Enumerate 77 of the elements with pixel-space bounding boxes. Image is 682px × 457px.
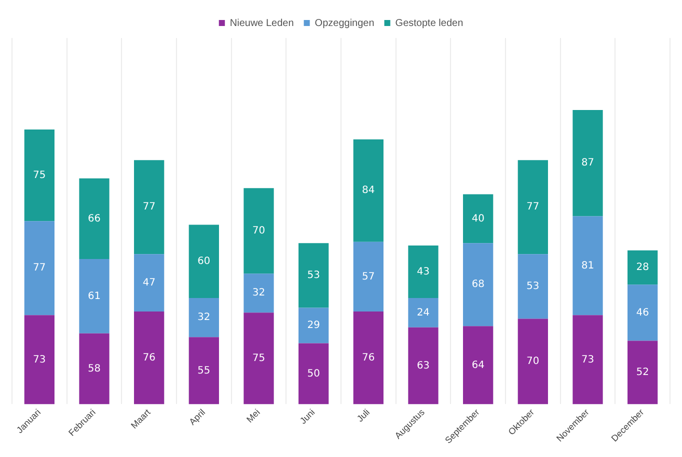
data-label: 75 — [33, 170, 46, 181]
bar — [79, 178, 110, 259]
legend-label: Gestopte leden — [395, 18, 464, 29]
bar — [79, 258, 110, 334]
bar — [24, 130, 54, 222]
bar — [463, 326, 494, 404]
bar — [134, 311, 164, 404]
data-label: 60 — [198, 256, 210, 267]
bar — [408, 246, 438, 298]
bar — [353, 139, 384, 242]
bar — [463, 243, 494, 326]
bar — [628, 250, 658, 285]
bar — [572, 315, 603, 404]
data-label: 77 — [33, 262, 46, 274]
data-label: 24 — [416, 307, 430, 318]
bar — [134, 254, 164, 312]
data-label: 68 — [472, 279, 484, 290]
bar — [188, 224, 219, 298]
data-label: 57 — [362, 271, 375, 282]
data-label: 32 — [252, 288, 266, 299]
data-label: 81 — [581, 260, 594, 272]
bar — [518, 318, 548, 404]
bar — [518, 160, 548, 254]
data-label: 50 — [307, 368, 320, 380]
data-label: 43 — [416, 266, 430, 278]
data-label: 53 — [526, 281, 540, 292]
bar — [134, 160, 164, 254]
bar — [572, 216, 603, 316]
bar — [188, 298, 219, 338]
data-label: 53 — [307, 270, 320, 282]
data-label: 63 — [416, 360, 430, 372]
bar — [298, 308, 329, 344]
data-label: 64 — [472, 360, 484, 371]
data-label: 29 — [307, 320, 320, 332]
data-label: 55 — [198, 365, 210, 376]
data-label: 58 — [88, 363, 101, 374]
x-tick-label: Mei — [244, 407, 262, 424]
bar — [244, 274, 274, 313]
data-label: 76 — [142, 352, 156, 364]
data-label: 77 — [526, 202, 540, 213]
bar — [628, 340, 658, 404]
bar — [298, 343, 329, 404]
data-label: 76 — [362, 352, 375, 364]
bar — [408, 298, 438, 328]
data-label: 52 — [636, 367, 649, 378]
bar — [188, 337, 219, 404]
bar — [244, 312, 274, 404]
data-label: 47 — [142, 277, 156, 288]
data-label: 46 — [636, 307, 649, 318]
data-label: 73 — [33, 354, 46, 366]
bar — [518, 254, 548, 319]
legend-label: Nieuwe Leden — [230, 18, 294, 29]
bar — [79, 333, 110, 404]
data-label: 70 — [526, 356, 540, 368]
legend-label: Opzeggingen — [314, 18, 374, 29]
bar — [628, 284, 658, 341]
x-tick-label: Juli — [354, 407, 372, 424]
bar — [244, 188, 274, 274]
bar — [24, 221, 54, 316]
data-label: 61 — [88, 290, 101, 302]
bar — [463, 194, 494, 244]
bar — [353, 311, 384, 404]
bar — [24, 315, 54, 404]
data-label: 77 — [142, 202, 156, 213]
data-label: 84 — [362, 185, 375, 196]
data-label: 40 — [472, 213, 484, 224]
data-label: 70 — [252, 225, 266, 236]
bar — [408, 327, 438, 404]
data-label: 87 — [581, 158, 594, 169]
data-label: 73 — [581, 354, 594, 366]
data-label: 28 — [636, 262, 649, 274]
data-label: 32 — [198, 312, 210, 324]
bar — [353, 242, 384, 312]
bar — [572, 110, 603, 216]
data-label: 66 — [88, 213, 101, 224]
bar — [298, 243, 329, 308]
data-label: 75 — [252, 353, 266, 364]
